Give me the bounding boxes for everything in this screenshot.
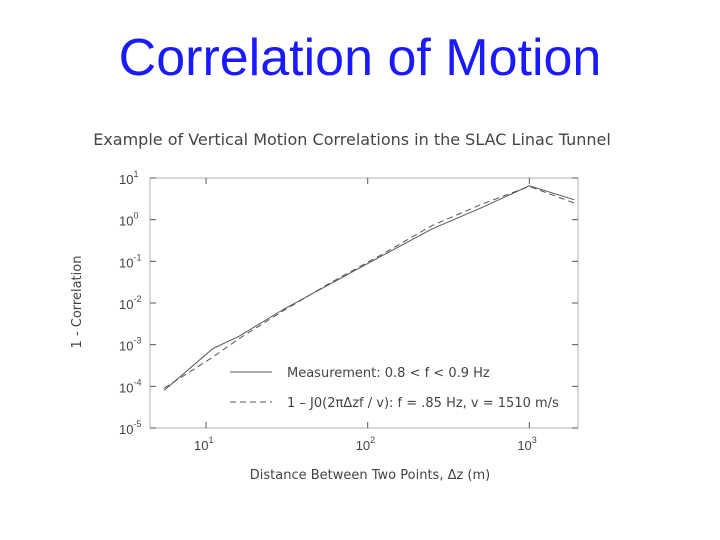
x-axis-label: Distance Between Two Points, Δz (m) [250,468,490,483]
plot-frame [149,177,579,429]
y-tick-label: 101 [119,169,138,187]
x-axis: 101 102 103 [194,178,537,453]
legend-label-1: Measurement: 0.8 < f < 0.9 Hz [287,366,490,381]
chart-title: Example of Vertical Motion Correlations … [93,130,611,149]
y-tick-label: 10-3 [119,336,141,354]
y-tick-label: 10-2 [119,294,141,312]
slide-title: Correlation of Motion [118,29,602,87]
x-tick-label: 101 [194,435,213,453]
legend-label-2: 1 – J0(2πΔzf / v): f = .85 Hz, v = 1510 … [287,396,559,411]
y-axis-label: 1 - Correlation [70,256,85,349]
series-line-2 [163,185,575,389]
y-tick-label: 10-4 [119,377,141,395]
y-tick-label: 10-5 [119,419,141,437]
y-axis: 101 100 10-1 10-2 10-3 10-4 10-5 [119,169,578,437]
y-tick-label: 10-1 [119,252,141,270]
y-tick-label: 100 [119,211,138,229]
series-line-1 [163,185,575,391]
x-tick-label: 103 [517,435,536,453]
plot-area [163,185,575,391]
x-tick-label: 102 [356,435,375,453]
legend: Measurement: 0.8 < f < 0.9 Hz 1 – J0(2πΔz… [230,366,559,411]
